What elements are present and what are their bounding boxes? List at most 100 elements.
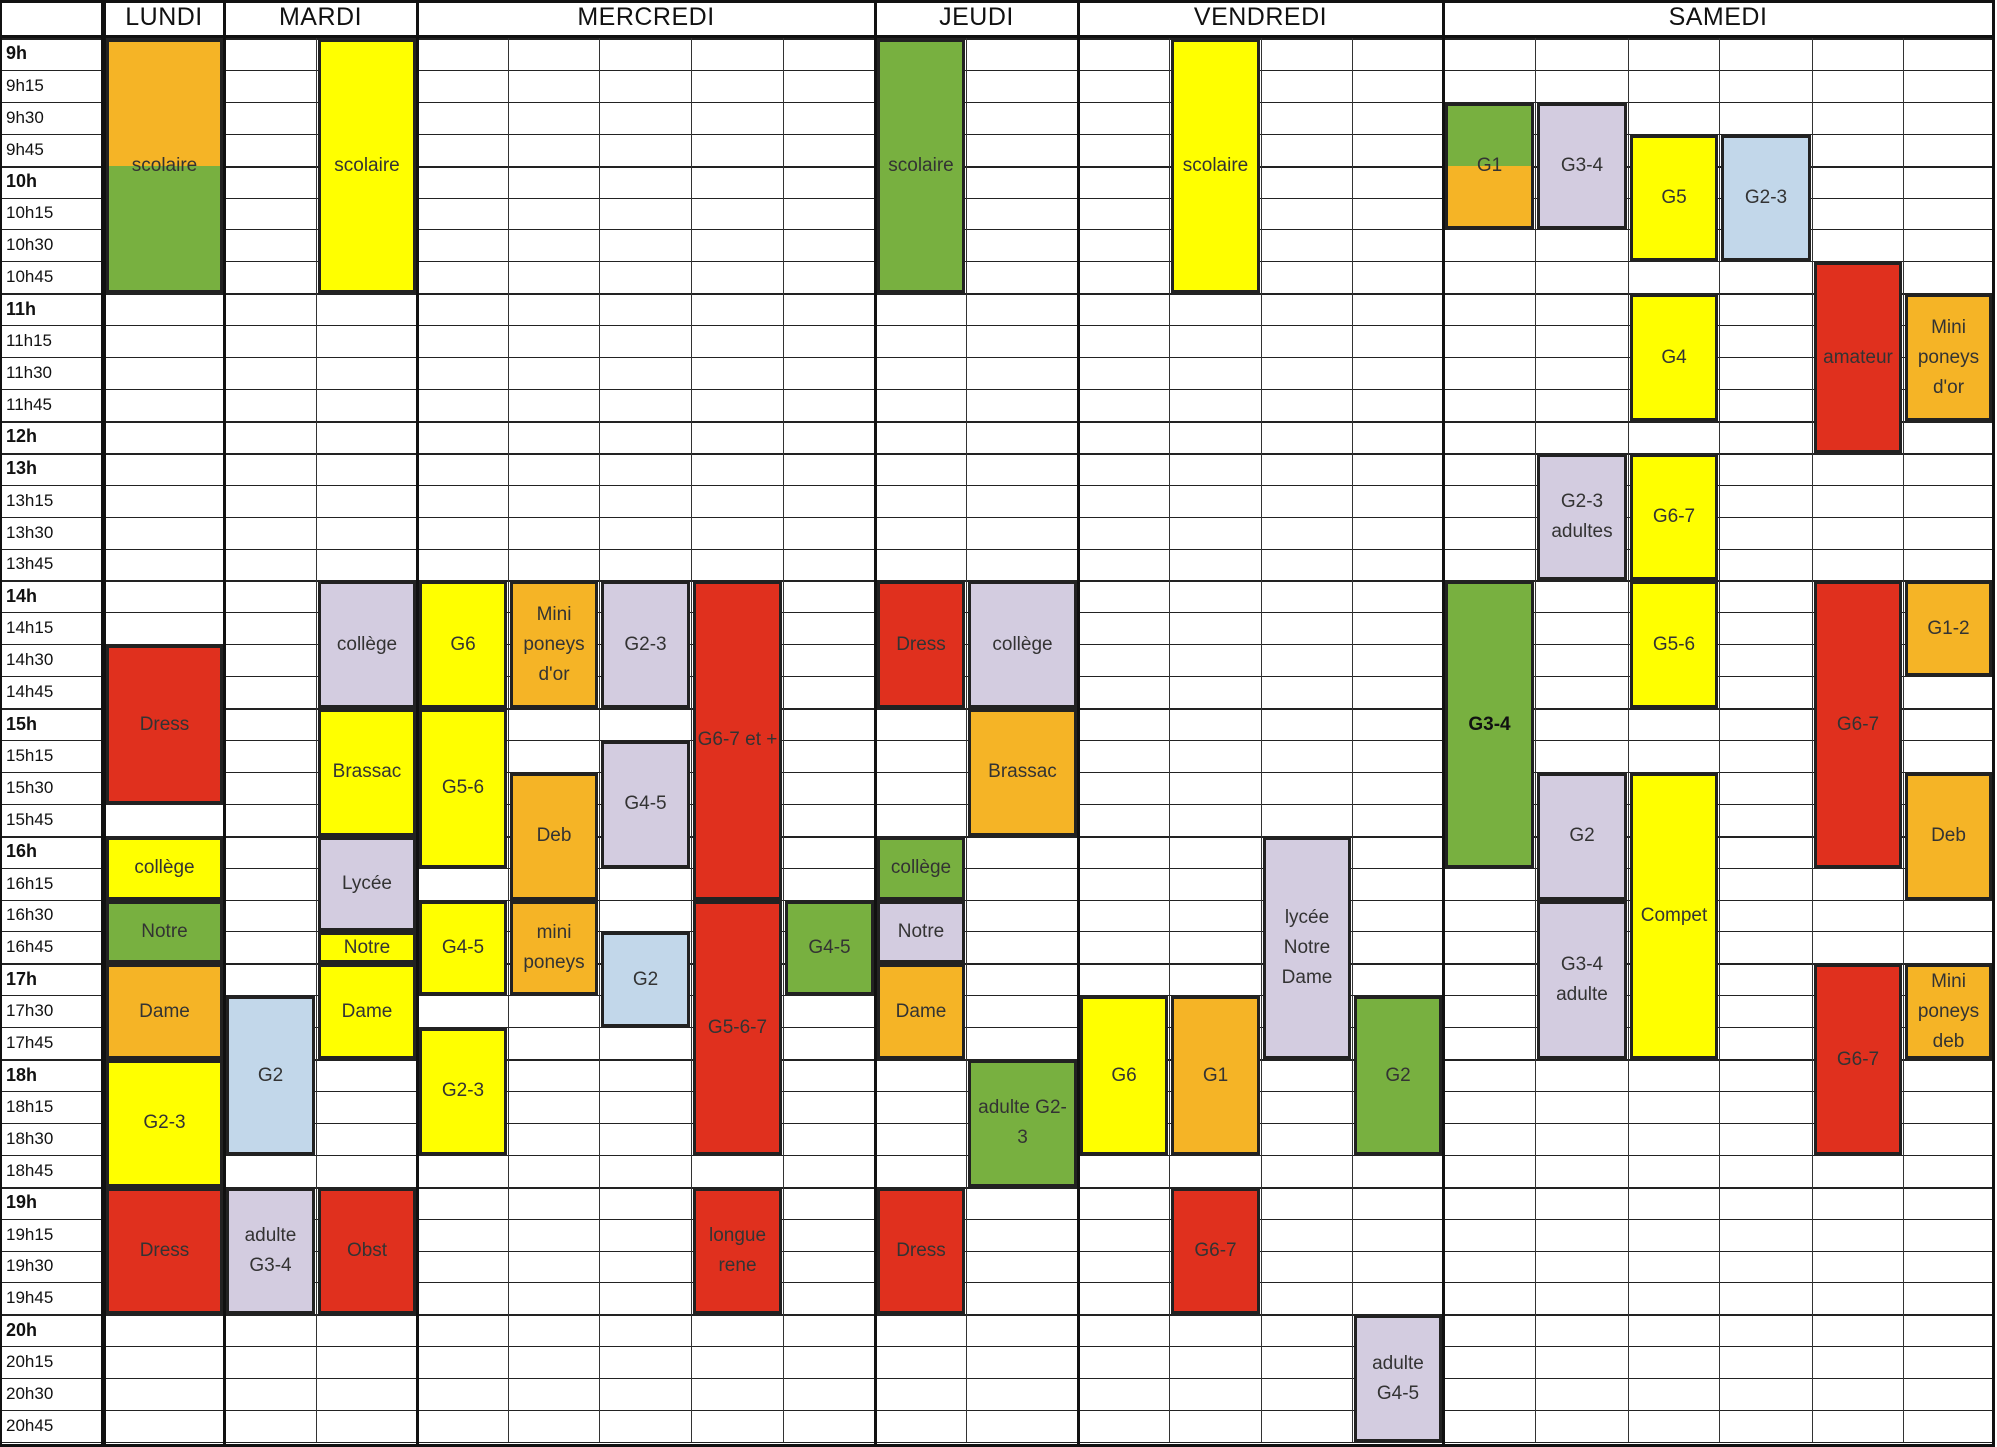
time-label: 14h30	[6, 650, 54, 670]
row-line	[0, 421, 1993, 423]
course-label: longue rene	[708, 1225, 767, 1277]
column-line	[1719, 35, 1720, 1442]
course-label: Dress	[139, 1240, 190, 1262]
course-block: Obst	[318, 1187, 416, 1315]
course-label: G2	[257, 1064, 284, 1086]
time-label: 14h	[6, 585, 38, 606]
row-line	[0, 229, 1993, 230]
time-label: 11h	[6, 298, 37, 319]
time-label: 18h45	[6, 1160, 54, 1180]
course-label: G2	[632, 968, 659, 990]
course-label: G1	[1202, 1064, 1229, 1086]
row-line	[0, 900, 1993, 901]
time-label: 11h30	[6, 363, 53, 383]
course-block: G2-3	[419, 1028, 507, 1155]
course-label: adulte G3-4	[244, 1225, 297, 1277]
course-block: adulte G4-5	[1354, 1315, 1442, 1442]
course-label: adulte G4-5	[1372, 1352, 1424, 1404]
course-label: Notre	[343, 936, 391, 958]
course-block: mini poneys	[510, 900, 598, 996]
row-line	[0, 485, 1993, 486]
course-label: G1-2	[1927, 617, 1970, 639]
course-block: Dame	[877, 964, 965, 1060]
row-line	[0, 1442, 1993, 1443]
time-label: 15h	[6, 713, 38, 734]
course-label: Obst	[346, 1240, 388, 1262]
row-line	[0, 1027, 1993, 1028]
course-block: G2-3	[106, 1060, 223, 1187]
day-separator	[1442, 0, 1445, 1447]
course-block: G2	[1537, 772, 1627, 900]
block-color-segment	[1448, 166, 1531, 227]
row-line	[0, 836, 1993, 838]
course-label: Deb	[1931, 825, 1966, 847]
course-block: lycée Notre Dame	[1263, 836, 1351, 1060]
course-block: Deb	[1905, 772, 1992, 900]
course-block: G6-7	[1814, 964, 1902, 1155]
course-block: G3-4 adulte	[1537, 900, 1627, 1060]
day-separator	[1992, 0, 1995, 1447]
day-header-vendredi: VENDREDI	[1193, 3, 1328, 31]
course-label: G4-5	[624, 793, 667, 815]
course-label: G6	[1111, 1064, 1137, 1086]
time-label: 20h	[6, 1319, 38, 1340]
time-label: 19h15	[6, 1224, 54, 1244]
day-header-jeudi: JEUDI	[939, 3, 1014, 31]
course-label: Mini poneys d'or	[523, 603, 585, 685]
block-color-segment	[1448, 105, 1531, 167]
course-label: Compet	[1640, 904, 1708, 926]
time-label: 18h30	[6, 1128, 54, 1148]
time-label: 18h15	[6, 1096, 54, 1116]
time-label: 16h	[6, 841, 38, 862]
day-header-lundi: LUNDI	[125, 3, 203, 31]
time-label: 14h45	[6, 682, 54, 702]
row-line	[0, 963, 1993, 965]
course-label: collège	[890, 857, 952, 879]
course-block: G2-3 adultes	[1537, 453, 1627, 581]
course-block: Notre	[106, 900, 223, 964]
row-line	[0, 995, 1993, 996]
course-block: G5-6	[1630, 581, 1718, 709]
course-label: Brassac	[988, 761, 1057, 783]
course-block: Deb	[510, 772, 598, 900]
row-line	[0, 931, 1993, 932]
block-color-segment	[109, 166, 220, 291]
course-label: scolaire	[888, 155, 954, 177]
time-label: 17h	[6, 968, 38, 989]
day-separator	[1077, 0, 1080, 1447]
row-line	[0, 166, 1993, 168]
day-separator	[0, 0, 2, 1447]
course-block: G6-7	[1171, 1187, 1260, 1315]
course-block: scolaire	[318, 39, 416, 294]
day-separator	[874, 0, 877, 1447]
course-block: Notre	[877, 900, 965, 964]
course-label: G6-7	[1836, 713, 1880, 735]
course-block: collège	[106, 836, 223, 900]
course-block: Dress	[877, 581, 965, 709]
course-label: G3-4 adulte	[1556, 953, 1608, 1005]
time-label: 16h15	[6, 873, 54, 893]
column-line	[316, 35, 317, 1442]
course-block: G2	[226, 996, 315, 1155]
course-block: G6-7 et +	[693, 581, 782, 900]
course-block: Brassac	[318, 709, 416, 836]
course-block: G2-3	[1721, 134, 1811, 262]
row-line	[0, 1346, 1993, 1347]
column-line	[1261, 35, 1262, 1442]
time-label: 13h15	[6, 490, 54, 510]
course-block: scolaire	[106, 39, 223, 294]
day-separator	[101, 0, 104, 1447]
bottom-border	[0, 1444, 1993, 1447]
time-label: 9h15	[6, 75, 44, 95]
row-line	[0, 1282, 1993, 1283]
row-line	[0, 102, 1993, 103]
time-label: 16h30	[6, 905, 54, 925]
course-block: G4-5	[419, 900, 507, 996]
course-label: G4-5	[808, 936, 851, 958]
course-block: adulte G3-4	[226, 1187, 315, 1315]
course-label: Notre	[141, 920, 188, 942]
row-line	[0, 1187, 1993, 1189]
course-label: G3-4	[1560, 155, 1604, 177]
course-block: Dress	[106, 1187, 223, 1315]
course-block: Mini poneys d'or	[510, 581, 598, 709]
